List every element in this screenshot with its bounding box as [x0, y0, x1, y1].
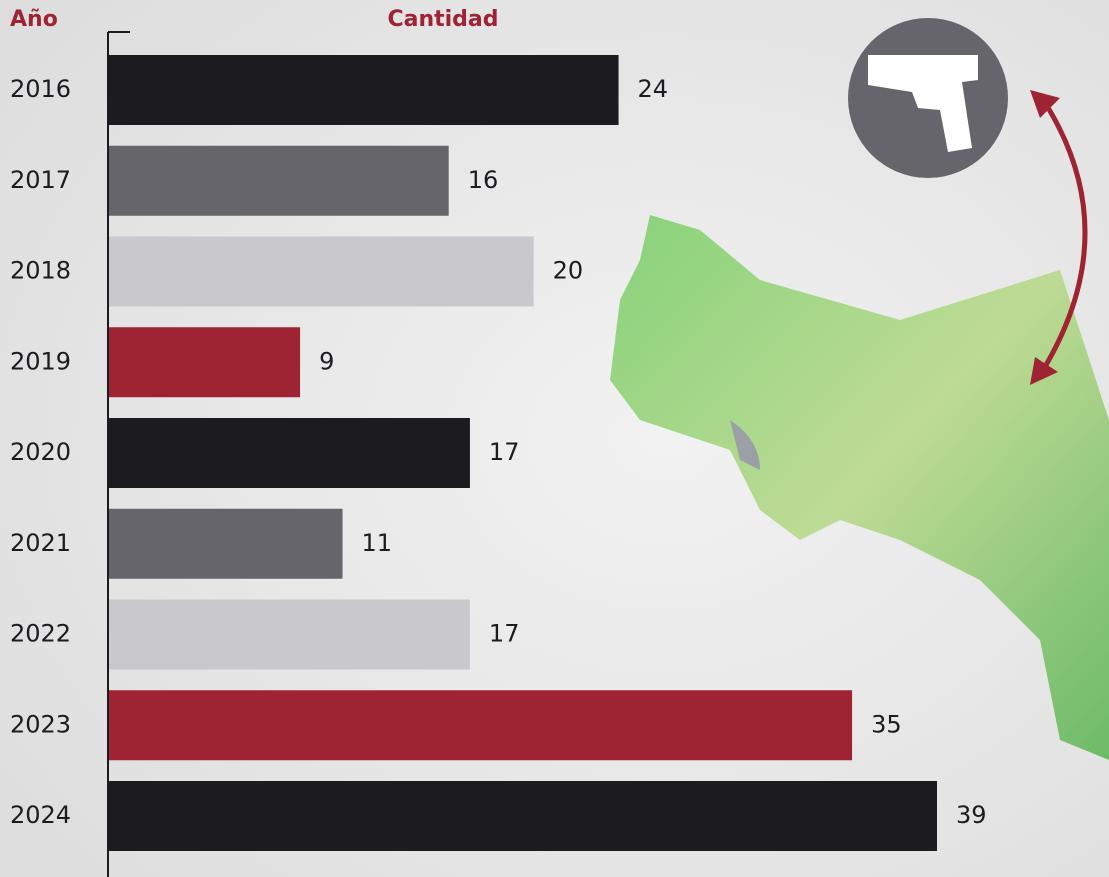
value-label: 17 — [489, 620, 520, 648]
bar — [109, 55, 619, 125]
bar — [109, 418, 470, 488]
value-label: 20 — [553, 257, 584, 285]
bar — [109, 237, 534, 307]
bar — [109, 600, 470, 670]
value-label: 17 — [489, 438, 520, 466]
value-label: 9 — [319, 347, 334, 375]
bar — [109, 327, 300, 397]
y-tick-label: 2018 — [10, 257, 71, 285]
value-label: 11 — [362, 529, 393, 557]
y-tick-label: 2023 — [10, 710, 71, 738]
bar — [109, 781, 937, 851]
y-tick-label: 2020 — [10, 438, 71, 466]
value-label: 16 — [468, 166, 499, 194]
y-tick-label: 2021 — [10, 529, 71, 557]
bar — [109, 509, 343, 579]
y-tick-label: 2022 — [10, 620, 71, 648]
x-axis-label: Cantidad — [387, 7, 498, 32]
y-tick-label: 2017 — [10, 166, 71, 194]
chart: Año Cantidad 24 2016 16 2017 20 2018 9 2019 17 20… — [0, 0, 1109, 877]
value-label: 39 — [956, 801, 987, 829]
y-tick-label: 2019 — [10, 347, 71, 375]
y-axis-label: Año — [10, 7, 58, 32]
value-label: 24 — [638, 75, 669, 103]
y-tick-label: 2016 — [10, 75, 71, 103]
bar — [109, 146, 449, 216]
y-tick-label: 2024 — [10, 801, 71, 829]
value-label: 35 — [871, 710, 902, 738]
bar — [109, 690, 852, 760]
